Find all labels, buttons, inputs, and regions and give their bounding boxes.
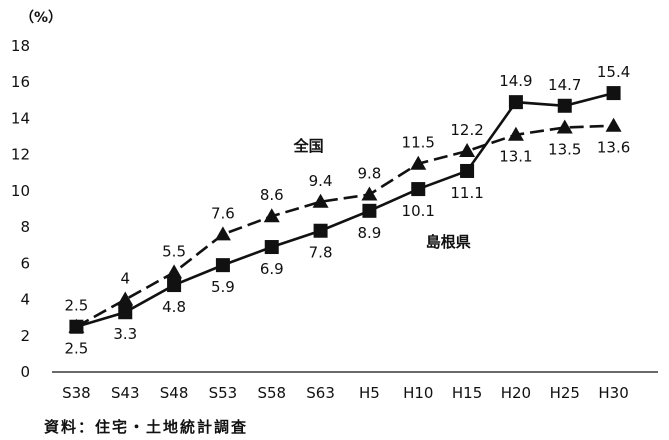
data-label: 7.8	[309, 244, 333, 262]
point-marker-triangle	[410, 155, 427, 170]
point-marker-triangle	[166, 264, 183, 279]
x-tick-label: H30	[598, 384, 628, 402]
x-tick-label: S63	[306, 384, 335, 402]
data-label: 4	[120, 270, 130, 288]
point-marker-triangle	[263, 208, 280, 223]
data-label: 5.9	[211, 278, 235, 296]
point-marker-square	[264, 240, 279, 255]
source-note: 資料：住宅・土地統計調査	[44, 418, 248, 436]
data-label: 15.4	[597, 63, 630, 81]
x-tick-label: H5	[359, 384, 380, 402]
point-marker-square	[411, 182, 426, 197]
point-marker-square	[362, 203, 377, 218]
series-name-label: 全国	[293, 137, 324, 155]
point-marker-triangle	[68, 318, 85, 333]
y-axis-unit-label: （%）	[20, 10, 62, 26]
series-group	[68, 86, 622, 334]
y-axis-ticks: 0 2 4 6 8 10 12 14 16 18	[11, 37, 30, 381]
point-marker-triangle	[361, 186, 378, 201]
data-label: 7.6	[211, 204, 235, 222]
data-label: 9.4	[309, 172, 333, 190]
series-line-1	[76, 91, 614, 328]
point-marker-triangle	[459, 143, 476, 158]
data-label: 9.8	[357, 165, 381, 183]
point-marker-triangle	[507, 126, 524, 141]
data-label: 12.2	[450, 121, 483, 139]
data-label: 3.3	[113, 325, 137, 343]
data-label: 11.5	[402, 134, 435, 152]
x-tick-label: S43	[111, 384, 140, 402]
point-marker-triangle	[117, 291, 134, 306]
data-label: 2.5	[64, 297, 88, 315]
point-marker-square	[167, 278, 182, 293]
data-label: 2.5	[64, 340, 88, 358]
x-tick-label: S58	[257, 384, 286, 402]
data-label: 13.1	[499, 148, 532, 166]
point-marker-square	[606, 86, 621, 101]
series-line-0	[75, 124, 614, 328]
point-marker-triangle	[312, 193, 329, 208]
x-tick-label: H20	[501, 384, 531, 402]
x-tick-label: H15	[452, 384, 482, 402]
y-tick-label: 16	[11, 73, 30, 91]
y-tick-label: 2	[20, 327, 30, 345]
point-marker-square	[313, 223, 328, 238]
x-tick-label: H25	[550, 384, 580, 402]
point-marker-square	[460, 163, 475, 178]
y-tick-label: 12	[11, 146, 30, 164]
y-tick-label: 6	[20, 254, 30, 272]
y-tick-label: 18	[11, 37, 30, 55]
data-labels: 2.5 4 5.5 7.6 8.6 9.4 9.8 11.5 12.2 13.1 13.5 13.6 2…	[64, 63, 630, 358]
x-tick-label: S53	[209, 384, 238, 402]
point-marker-triangle	[556, 119, 573, 134]
series-name-label: 島根県	[426, 233, 471, 251]
data-label: 8.6	[260, 186, 284, 204]
data-label: 6.9	[260, 260, 284, 278]
data-label: 10.1	[402, 202, 435, 220]
y-tick-label: 8	[20, 218, 30, 236]
point-marker-square	[215, 258, 230, 273]
point-marker-triangle	[214, 226, 231, 241]
data-label: 13.6	[597, 139, 630, 157]
point-marker-triangle	[605, 117, 622, 132]
data-label: 4.8	[162, 298, 186, 316]
data-label: 14.7	[548, 76, 581, 94]
data-label: 5.5	[162, 242, 186, 260]
data-label: 8.9	[357, 224, 381, 242]
data-label: 13.5	[548, 141, 581, 159]
data-label: 14.9	[499, 72, 532, 90]
y-tick-label: 4	[20, 291, 30, 309]
y-tick-label: 0	[20, 363, 30, 381]
x-tick-label: S38	[62, 384, 91, 402]
y-tick-label: 10	[11, 182, 30, 200]
x-tick-label: H10	[403, 384, 433, 402]
y-tick-label: 14	[11, 109, 30, 127]
x-tick-label: S48	[160, 384, 189, 402]
x-axis-ticks: S38 S43 S48 S53 S58 S63 H5 H10 H15 H20 H25 H30	[62, 384, 629, 402]
point-marker-square	[118, 305, 133, 320]
data-label: 11.1	[450, 184, 483, 202]
point-marker-square	[508, 95, 523, 110]
point-marker-square	[557, 98, 572, 113]
